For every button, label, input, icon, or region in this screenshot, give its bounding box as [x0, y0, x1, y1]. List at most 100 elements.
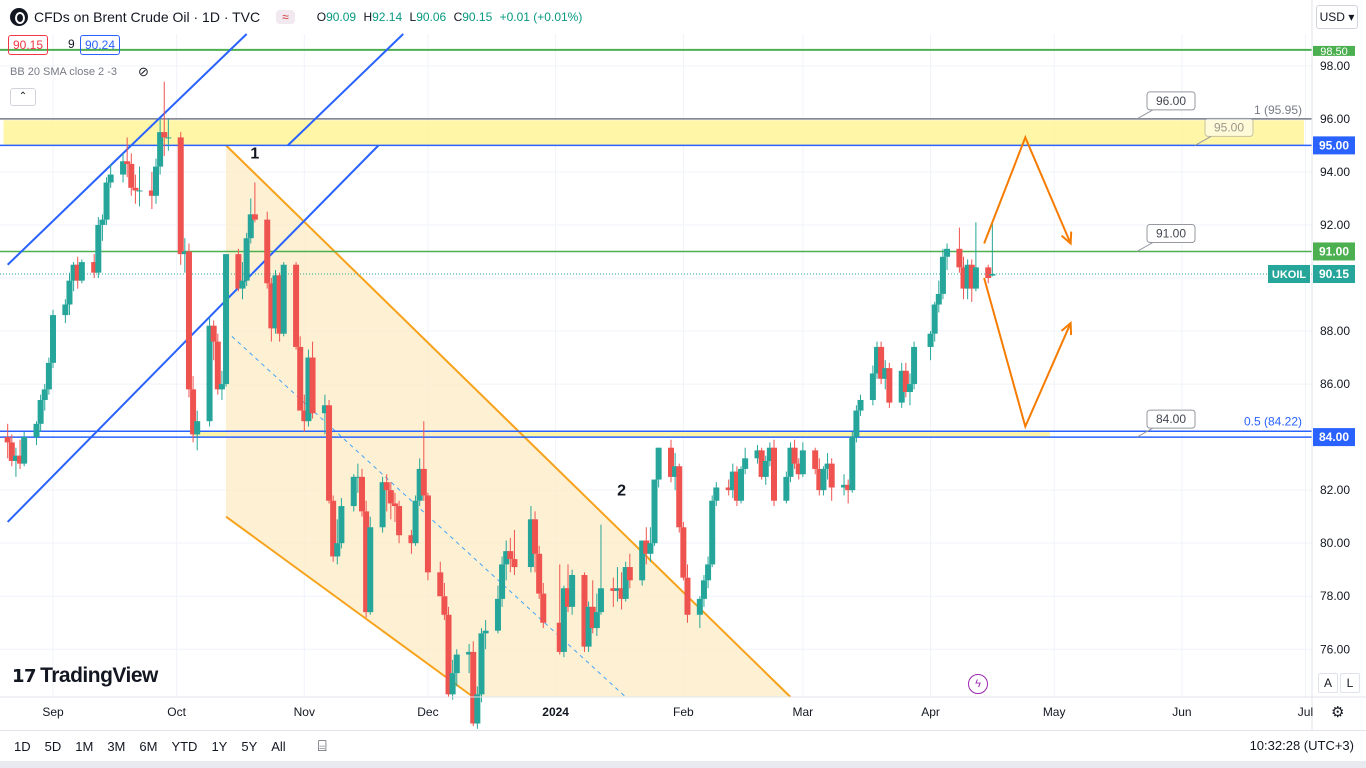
candle-body [21, 437, 28, 464]
price-axis-badge [1313, 242, 1355, 261]
price-chart[interactable]: 1 2 96.00 95.00 91.00 84.00 1 (95.95) 0.5 (84.2… [0, 0, 1366, 730]
x-tick-label: Nov [294, 705, 315, 719]
candle-body [66, 280, 73, 305]
candle-body [655, 447, 662, 480]
candle-body [812, 450, 819, 469]
range-1y[interactable]: 1Y [211, 738, 228, 754]
callout-box [1146, 409, 1196, 429]
candle-body [939, 256, 946, 294]
buy-price-button[interactable]: 90.24 [80, 35, 121, 55]
x-tick-label: Oct [167, 705, 186, 719]
candle-body [593, 612, 600, 629]
bottom-toolbar: 1D 5D 1M 3M 6M YTD 1Y 5Y All ⌸ 10:32:28 … [0, 730, 1366, 761]
indicator-label[interactable]: BB 20 SMA close 2 -3 [10, 66, 117, 78]
candle-body [828, 463, 835, 488]
support-zone [193, 431, 1051, 438]
candle-body [684, 577, 691, 615]
candle-body [305, 357, 312, 422]
candle-body [12, 455, 19, 461]
bolt-icon[interactable]: ϟ [968, 674, 988, 694]
candle-body [99, 219, 106, 225]
bottom-strip [0, 761, 1366, 768]
candle-body [742, 458, 749, 469]
candle-body [614, 588, 621, 591]
resistance-zone [3, 120, 1304, 146]
candle-body [700, 580, 707, 599]
candle-body [136, 190, 143, 192]
x-tick-label: Jun [1172, 705, 1191, 719]
callout-pointer [1136, 109, 1154, 120]
eye-off-icon[interactable]: ⊘ [138, 64, 149, 79]
candle-body [416, 468, 423, 501]
candle-body [243, 238, 250, 281]
candle-body [354, 476, 361, 478]
chevron-up-icon[interactable]: ⌃ [10, 88, 36, 106]
range-ytd[interactable]: YTD [171, 738, 198, 754]
range-all[interactable]: All [271, 738, 286, 754]
candle-body [301, 410, 308, 422]
price-axis[interactable]: 76.0078.0080.0082.0084.0086.0088.0090.00… [1268, 0, 1355, 730]
candle-body [647, 543, 654, 554]
candle-body [762, 460, 769, 477]
candle-body [944, 248, 951, 257]
range-1m[interactable]: 1M [75, 738, 94, 754]
candle-body [622, 567, 629, 599]
chart-header: CFDs on Brent Crude Oil · 1D · TVC ≈ O90… [0, 0, 582, 34]
candle-body [157, 132, 164, 167]
candle-body [478, 633, 485, 695]
range-6m[interactable]: 6M [139, 738, 158, 754]
spread-value: 9 [68, 37, 75, 51]
candle-body [124, 161, 131, 164]
candle-body [161, 132, 168, 138]
candle-body [931, 304, 938, 334]
candle-body [824, 463, 831, 469]
clock[interactable]: 10:32:28 (UTC+3) [1249, 738, 1354, 753]
candle-body [218, 384, 225, 390]
candle-body [527, 519, 534, 568]
gear-icon[interactable]: ⚙ [1331, 704, 1345, 721]
candle-body [766, 447, 773, 461]
candle-body [869, 373, 876, 400]
log-scale-button[interactable]: L [1340, 673, 1360, 693]
range-3m[interactable]: 3M [107, 738, 126, 754]
candle-body [120, 161, 127, 175]
price-axis-badge-text: 95.00 [1319, 138, 1349, 152]
candle-body [214, 341, 221, 390]
candle-body [272, 275, 279, 329]
symbol-badge [1268, 265, 1310, 284]
auto-scale-button[interactable]: A [1318, 673, 1338, 693]
candle-body [581, 575, 588, 647]
range-1d[interactable]: 1D [14, 738, 31, 754]
candle-body [771, 447, 777, 501]
symbol-title[interactable]: CFDs on Brent Crude Oil · 1D · TVC [34, 9, 261, 25]
candle-body [968, 264, 975, 289]
candle-body [239, 280, 246, 289]
market-status-icon[interactable]: ≈ [276, 10, 295, 24]
x-tick-label: Sep [42, 705, 64, 719]
candle-body [268, 283, 275, 329]
x-tick-label: Feb [673, 705, 694, 719]
candle-body [412, 500, 419, 544]
candle-body [672, 466, 679, 477]
time-axis[interactable]: Sep Oct Nov Dec 2024 Feb Mar Apr May Jun Jul [0, 696, 1366, 719]
candle-body [556, 622, 563, 652]
callout-text: 95.00 [1214, 120, 1244, 134]
candle-body [330, 500, 337, 557]
currency-select[interactable]: USD ▾ [1316, 5, 1358, 29]
sell-price-button[interactable]: 90.15 [8, 35, 49, 55]
candle-body [293, 264, 300, 347]
candle-body [391, 503, 398, 507]
candle-body [841, 484, 848, 488]
currency-label: USD [1319, 10, 1345, 24]
range-5d[interactable]: 5D [44, 738, 62, 754]
candle-body [816, 468, 823, 491]
fib-label: 0.5 (84.22) [1244, 414, 1302, 428]
candle-body [264, 219, 271, 284]
candle-body [396, 506, 403, 536]
range-5y[interactable]: 5Y [241, 738, 258, 754]
candle-body [103, 182, 110, 220]
candle-body [964, 264, 971, 289]
candle-body [911, 346, 918, 385]
y-tick-label: 80.00 [1320, 536, 1350, 550]
calendar-range-icon[interactable]: ⌸ [317, 737, 327, 755]
